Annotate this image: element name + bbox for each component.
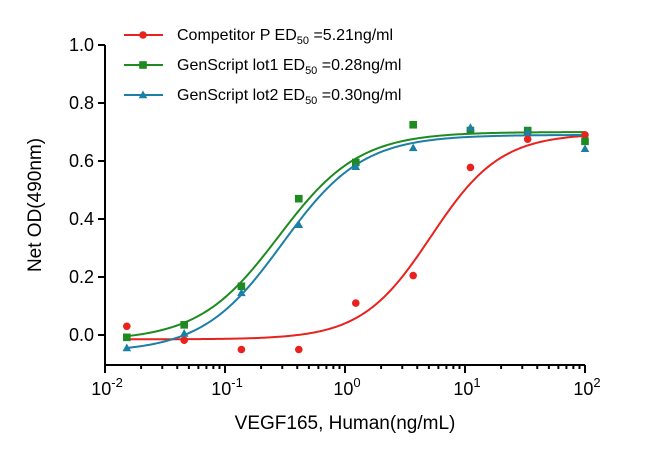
data-point-series-2 [294,194,303,203]
data-point-series-1 [523,135,532,144]
legend-marker [139,61,147,69]
data-points [122,120,590,354]
data-point-series-2 [409,120,417,129]
data-point-series-1 [294,345,303,354]
data-point-series-1 [180,336,188,345]
data-point-series-2 [237,282,246,291]
y-tick-label: 0.4 [69,209,94,229]
data-point-series-3 [580,144,590,153]
y-tick-label: 0.0 [69,325,94,345]
x-tick-label: 10-2 [91,375,123,399]
legend-marker [138,90,148,99]
y-tick-label: 0.2 [69,267,94,287]
data-point-series-1 [409,271,417,280]
data-point-series-3 [122,343,132,352]
legend-entry-2: GenScript lot1 ED50 =0.28ng/ml [177,57,401,77]
data-point-series-2 [180,321,188,329]
x-ticks: 10-2 10-1 100 101 102 [91,365,601,399]
y-tick-label: 0.6 [69,151,94,171]
data-point-series-3 [237,288,246,297]
data-point-series-2 [581,137,589,146]
legend-entry-1: Competitor P ED50 =5.21ng/ml [177,27,393,47]
data-point-series-3 [179,329,189,337]
data-point-series-3 [408,143,418,152]
data-point-series-1 [351,299,360,307]
fit-curve-series-1 [126,134,586,341]
data-point-series-1 [237,345,246,354]
x-tick-label: 102 [573,375,600,399]
data-point-series-1 [581,131,589,139]
y-tick-label: 1.0 [69,35,94,55]
x-tick-label: 10-1 [211,375,243,399]
data-point-series-3 [523,127,532,136]
x-tick-label: 100 [333,375,360,399]
data-point-series-2 [123,333,131,342]
x-axis-title: VEGF165, Human(ng/mL) [235,413,456,434]
y-tick-label: 0.8 [69,93,94,113]
data-point-series-3 [294,220,304,228]
x-tick-label: 101 [453,375,480,399]
y-ticks: 0.0 0.2 0.4 0.6 0.8 1.0 [69,35,105,345]
data-point-series-3 [351,162,361,170]
legend-marker [139,31,147,39]
data-point-series-1 [466,163,475,172]
data-point-series-3 [466,123,475,131]
legend-entry-3: GenScript lot2 ED50 =0.30ng/ml [177,87,401,107]
data-point-series-1 [123,322,131,331]
y-axis-title: Net OD(490nm) [25,138,46,272]
legend: Competitor P ED50 =5.21ng/ml GenScript lo… [124,27,401,107]
